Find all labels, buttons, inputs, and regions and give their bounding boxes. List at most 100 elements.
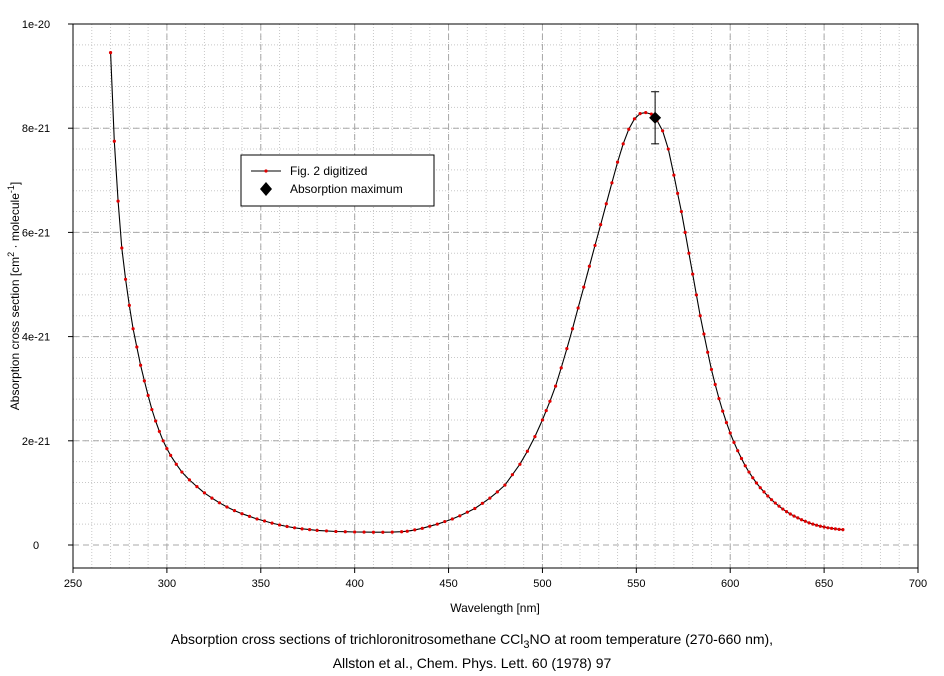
data-point [480,501,484,505]
y-axis-label-middle: · molecule [8,193,22,252]
data-point [225,505,229,509]
data-point [807,521,811,525]
y-tick-label: 6e-21 [22,227,50,239]
data-point [709,367,714,372]
data-point [732,440,736,444]
data-point [510,473,514,477]
data-point [666,147,670,151]
data-point [837,527,841,531]
data-point [180,470,184,474]
data-point [548,399,552,403]
y-axis-label-prefix: Absorption cross section [cm [8,257,22,410]
data-point [803,519,807,523]
legend-label-digitized: Fig. 2 digitized [290,164,367,178]
absorption-maximum-marker [649,111,662,124]
data-point [262,519,267,523]
data-point [632,117,637,121]
data-point [815,523,819,527]
data-point [728,431,732,435]
data-point [796,516,800,520]
data-point [553,384,558,388]
data-point [717,396,721,401]
data-point [599,222,603,227]
data-point [381,530,385,534]
data-point [428,524,432,528]
data-point [503,483,507,487]
data-point [232,509,237,513]
data-point [702,332,706,336]
legend: Fig. 2 digitized Absorption maximum [240,154,435,207]
x-tick-label: 650 [815,578,833,590]
caption-text-suffix: NO at room temperature (270-660 nm), [529,631,774,647]
data-point [758,486,762,490]
data-point [830,526,834,530]
data-point [187,478,192,482]
data-point [826,526,830,530]
data-point [525,449,530,453]
data-point [112,139,116,143]
data-point [544,408,548,413]
data-point [743,464,747,468]
data-point [116,199,120,203]
data-point [473,506,477,511]
data-point [698,314,702,318]
plot-series [108,51,845,534]
data-point [518,462,522,466]
data-point [300,527,304,531]
data-point [822,525,826,529]
data-point [146,393,150,398]
data-point [142,379,146,383]
data-point [108,51,113,55]
data-point [371,530,376,534]
data-point [721,409,725,413]
data-point [169,453,173,457]
data-point [240,512,244,516]
x-tick-label: 400 [345,578,363,590]
x-tick-label: 450 [439,578,457,590]
data-point [400,530,404,534]
data-point [255,517,259,521]
data-point [582,285,586,289]
data-point [270,521,274,525]
data-point [788,512,792,516]
data-point [610,181,614,185]
y-axis-label-sup1: 2 [6,252,16,257]
data-point [593,243,597,248]
data-point [621,142,625,146]
data-point [747,470,751,474]
legend-diamond-icon [260,182,272,196]
data-point [420,526,424,530]
data-point [769,498,774,502]
data-point [285,524,289,529]
data-point [751,476,755,480]
data-point [195,485,199,489]
data-point [754,481,759,485]
data-point [135,345,139,349]
data-point [784,510,789,514]
x-tick-label: 500 [533,578,551,590]
data-point [533,435,537,439]
data-point [308,528,312,532]
data-point [292,526,297,530]
data-point [615,160,620,164]
data-point [739,456,744,461]
data-point [570,327,575,331]
x-tick-label: 350 [252,578,270,590]
x-tick-label: 250 [64,578,82,590]
data-point [841,528,845,532]
y-axis-label: Absorption cross section [cm2 · molecule… [6,182,22,410]
data-point [576,306,580,310]
x-tick-label: 300 [158,578,176,590]
y-tick-label: 2e-21 [22,436,50,448]
data-point [540,418,545,422]
data-point [644,110,648,115]
data-point [165,447,169,451]
data-point [713,382,717,387]
caption-text-prefix: Absorption cross sections of trichloroni… [170,631,524,647]
data-point [724,420,729,425]
x-tick-label: 700 [909,578,927,590]
data-point [495,490,499,494]
data-point [450,517,454,521]
axis-ticks: 250 300 350 400 450 500 550 600 650 700 0 2e-21 4e-2… [22,19,927,590]
x-tick-label: 600 [721,578,739,590]
